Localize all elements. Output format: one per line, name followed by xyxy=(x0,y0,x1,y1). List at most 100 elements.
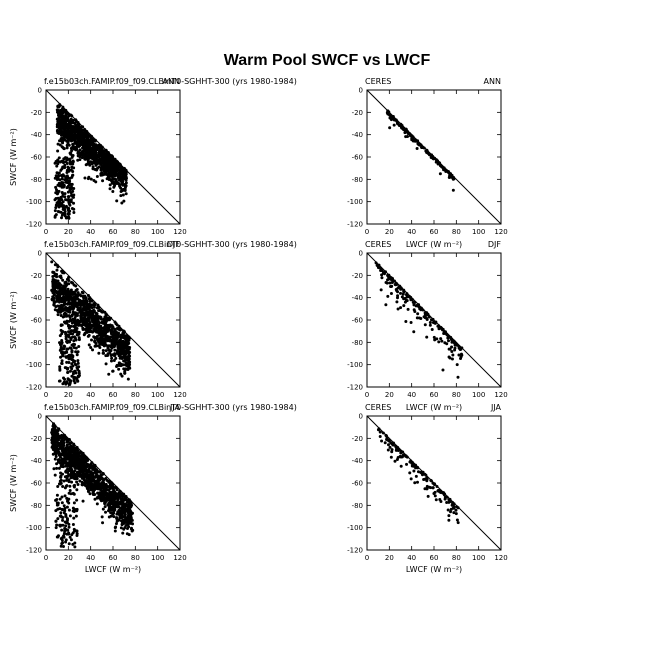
data-point xyxy=(53,426,57,430)
data-point xyxy=(58,482,62,486)
data-point xyxy=(118,328,122,332)
data-point xyxy=(418,143,422,147)
data-point xyxy=(69,379,73,383)
y-tick-label: -40 xyxy=(352,457,363,465)
y-tick-label: -80 xyxy=(31,176,42,184)
data-point xyxy=(59,475,63,479)
data-point xyxy=(71,189,75,193)
data-point xyxy=(402,304,406,308)
data-point xyxy=(110,481,114,485)
data-point xyxy=(56,298,60,302)
x-tick-label: 120 xyxy=(173,228,186,236)
data-point xyxy=(108,335,112,339)
data-point xyxy=(456,521,460,525)
data-point xyxy=(117,518,121,522)
data-point xyxy=(67,480,71,484)
data-point xyxy=(67,210,71,214)
data-point xyxy=(60,177,64,181)
data-point xyxy=(113,320,117,324)
reference-line xyxy=(45,252,181,388)
data-point xyxy=(86,459,90,463)
data-point xyxy=(403,131,407,135)
data-point xyxy=(110,326,114,330)
data-point xyxy=(402,453,406,457)
scatter-series xyxy=(374,261,464,379)
data-point xyxy=(64,132,68,136)
data-point xyxy=(422,478,426,482)
data-point xyxy=(415,480,419,484)
data-point xyxy=(57,112,61,116)
data-point xyxy=(70,137,74,141)
data-point xyxy=(94,327,98,331)
data-point xyxy=(61,211,65,215)
data-point xyxy=(70,155,74,159)
x-tick-label: 20 xyxy=(385,391,394,399)
y-tick-label: -120 xyxy=(26,221,42,229)
data-point xyxy=(437,324,441,328)
data-point xyxy=(53,457,57,461)
y-tick-label: -80 xyxy=(352,502,363,510)
x-tick-label: 40 xyxy=(407,391,416,399)
data-point xyxy=(88,134,92,138)
data-point xyxy=(77,151,81,155)
data-point xyxy=(69,453,73,457)
data-point xyxy=(108,486,112,490)
data-point xyxy=(90,147,94,151)
data-point xyxy=(430,328,434,332)
data-point xyxy=(412,469,416,473)
data-point xyxy=(93,344,97,348)
data-point xyxy=(69,475,73,479)
data-point xyxy=(75,488,79,492)
data-point xyxy=(437,327,441,331)
data-point xyxy=(112,334,116,338)
data-point xyxy=(383,270,387,274)
data-point xyxy=(74,134,78,138)
x-tick-label: 120 xyxy=(494,391,507,399)
data-point xyxy=(111,369,115,373)
y-tick-label: 0 xyxy=(38,87,42,95)
data-point xyxy=(77,306,81,310)
data-point xyxy=(88,296,92,300)
data-point xyxy=(450,349,454,353)
data-point xyxy=(76,482,80,486)
data-point xyxy=(386,274,390,278)
data-point xyxy=(78,148,82,152)
panel-4: 0 20 40 60 80 100 1200-20-40-60-80-100-120CERE… xyxy=(347,240,508,399)
x-tick-label: 100 xyxy=(151,554,164,562)
data-point xyxy=(124,523,128,527)
data-point xyxy=(124,519,128,523)
data-point xyxy=(67,326,71,330)
data-point xyxy=(70,133,74,137)
data-point xyxy=(114,525,118,529)
data-point xyxy=(58,365,62,369)
panel-2: 0 20 40 60 80 100 1200-20-40-60-80-100-120CERE… xyxy=(347,77,508,236)
data-point xyxy=(98,161,102,165)
data-point xyxy=(67,508,71,512)
data-point xyxy=(88,309,92,313)
data-point xyxy=(97,351,101,355)
data-point xyxy=(91,167,95,171)
data-point xyxy=(55,493,59,497)
data-point xyxy=(434,320,438,324)
data-point xyxy=(111,341,115,345)
data-point xyxy=(402,290,406,294)
data-point xyxy=(53,449,57,453)
data-point xyxy=(64,281,68,285)
data-point xyxy=(85,136,89,140)
data-point xyxy=(72,442,76,446)
data-point xyxy=(115,488,119,492)
data-point xyxy=(96,144,100,148)
data-point xyxy=(389,455,393,459)
data-point xyxy=(74,514,78,518)
data-point xyxy=(65,484,69,488)
data-point xyxy=(52,296,56,300)
data-point xyxy=(116,502,120,506)
y-tick-label: 0 xyxy=(359,87,363,95)
data-point xyxy=(93,303,97,307)
data-point xyxy=(107,509,110,513)
data-point xyxy=(89,346,93,350)
data-point xyxy=(68,489,72,492)
data-point xyxy=(434,160,438,164)
y-tick-label: -20 xyxy=(352,109,363,117)
data-point xyxy=(119,186,123,190)
